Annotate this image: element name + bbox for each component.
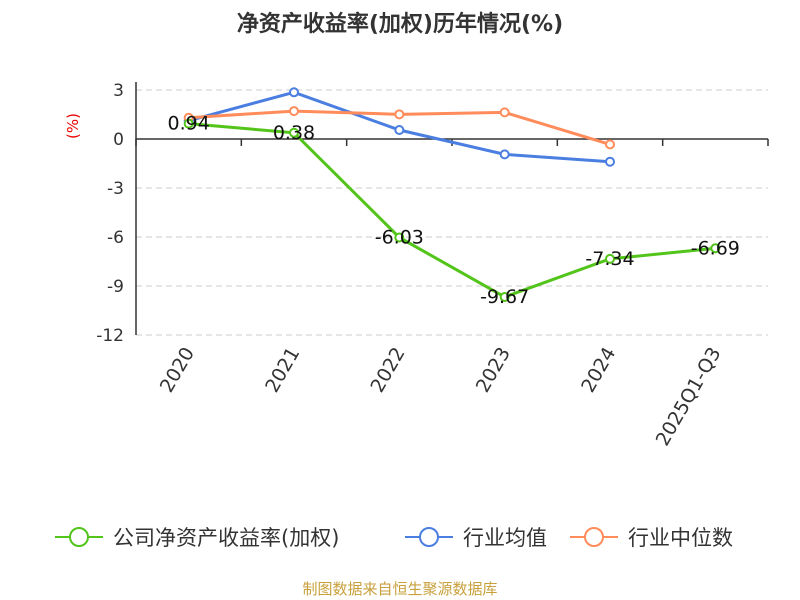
legend-label: 行业中位数 — [628, 526, 733, 550]
legend-label: 公司净资产收益率(加权) — [113, 526, 339, 550]
x-tick-label: 2020 — [156, 344, 199, 397]
legend-marker — [69, 527, 89, 547]
data-point — [183, 118, 194, 129]
data-point — [289, 127, 299, 138]
data-point — [605, 253, 615, 264]
chart-title: 净资产收益率(加权)历年情况(%) — [236, 12, 564, 37]
legend-marker — [584, 527, 604, 547]
data-point — [605, 139, 615, 150]
y-tick-label: -6 — [107, 228, 124, 248]
x-tick-label: 2022 — [366, 344, 409, 397]
y-tick-label: 3 — [113, 81, 124, 101]
x-tick-label: 2023 — [472, 343, 515, 396]
data-point — [710, 243, 721, 254]
data-label: -9.67 — [480, 286, 529, 308]
data-point — [394, 125, 405, 136]
x-tick-label: 2025Q1-Q3 — [652, 344, 726, 450]
data-point — [499, 107, 510, 118]
x-tick-label: 2021 — [261, 344, 304, 397]
data-point — [499, 149, 510, 160]
data-point — [394, 232, 405, 243]
data-label: -6.03 — [375, 226, 424, 248]
y-tick-label: -12 — [96, 326, 124, 346]
source-note: 制图数据来自恒生聚源数据库 — [302, 580, 498, 598]
series-line — [188, 122, 716, 299]
data-label: 0.94 — [168, 113, 210, 135]
data-point — [394, 109, 405, 120]
y-axis-label: (%) — [64, 113, 82, 139]
y-tick-label: -9 — [107, 277, 124, 297]
data-point — [499, 291, 510, 302]
y-tick-label: 0 — [113, 130, 124, 150]
data-label: 0.38 — [273, 122, 315, 144]
data-label: -6.69 — [691, 237, 740, 259]
data-point — [605, 156, 615, 167]
legend-label: 行业均值 — [463, 526, 547, 550]
y-tick-label: -3 — [107, 179, 124, 199]
data-point — [289, 106, 299, 117]
data-label: -7.34 — [585, 248, 634, 270]
legend-marker — [419, 527, 439, 547]
data-point — [289, 87, 299, 98]
x-tick-label: 2024 — [577, 344, 620, 397]
